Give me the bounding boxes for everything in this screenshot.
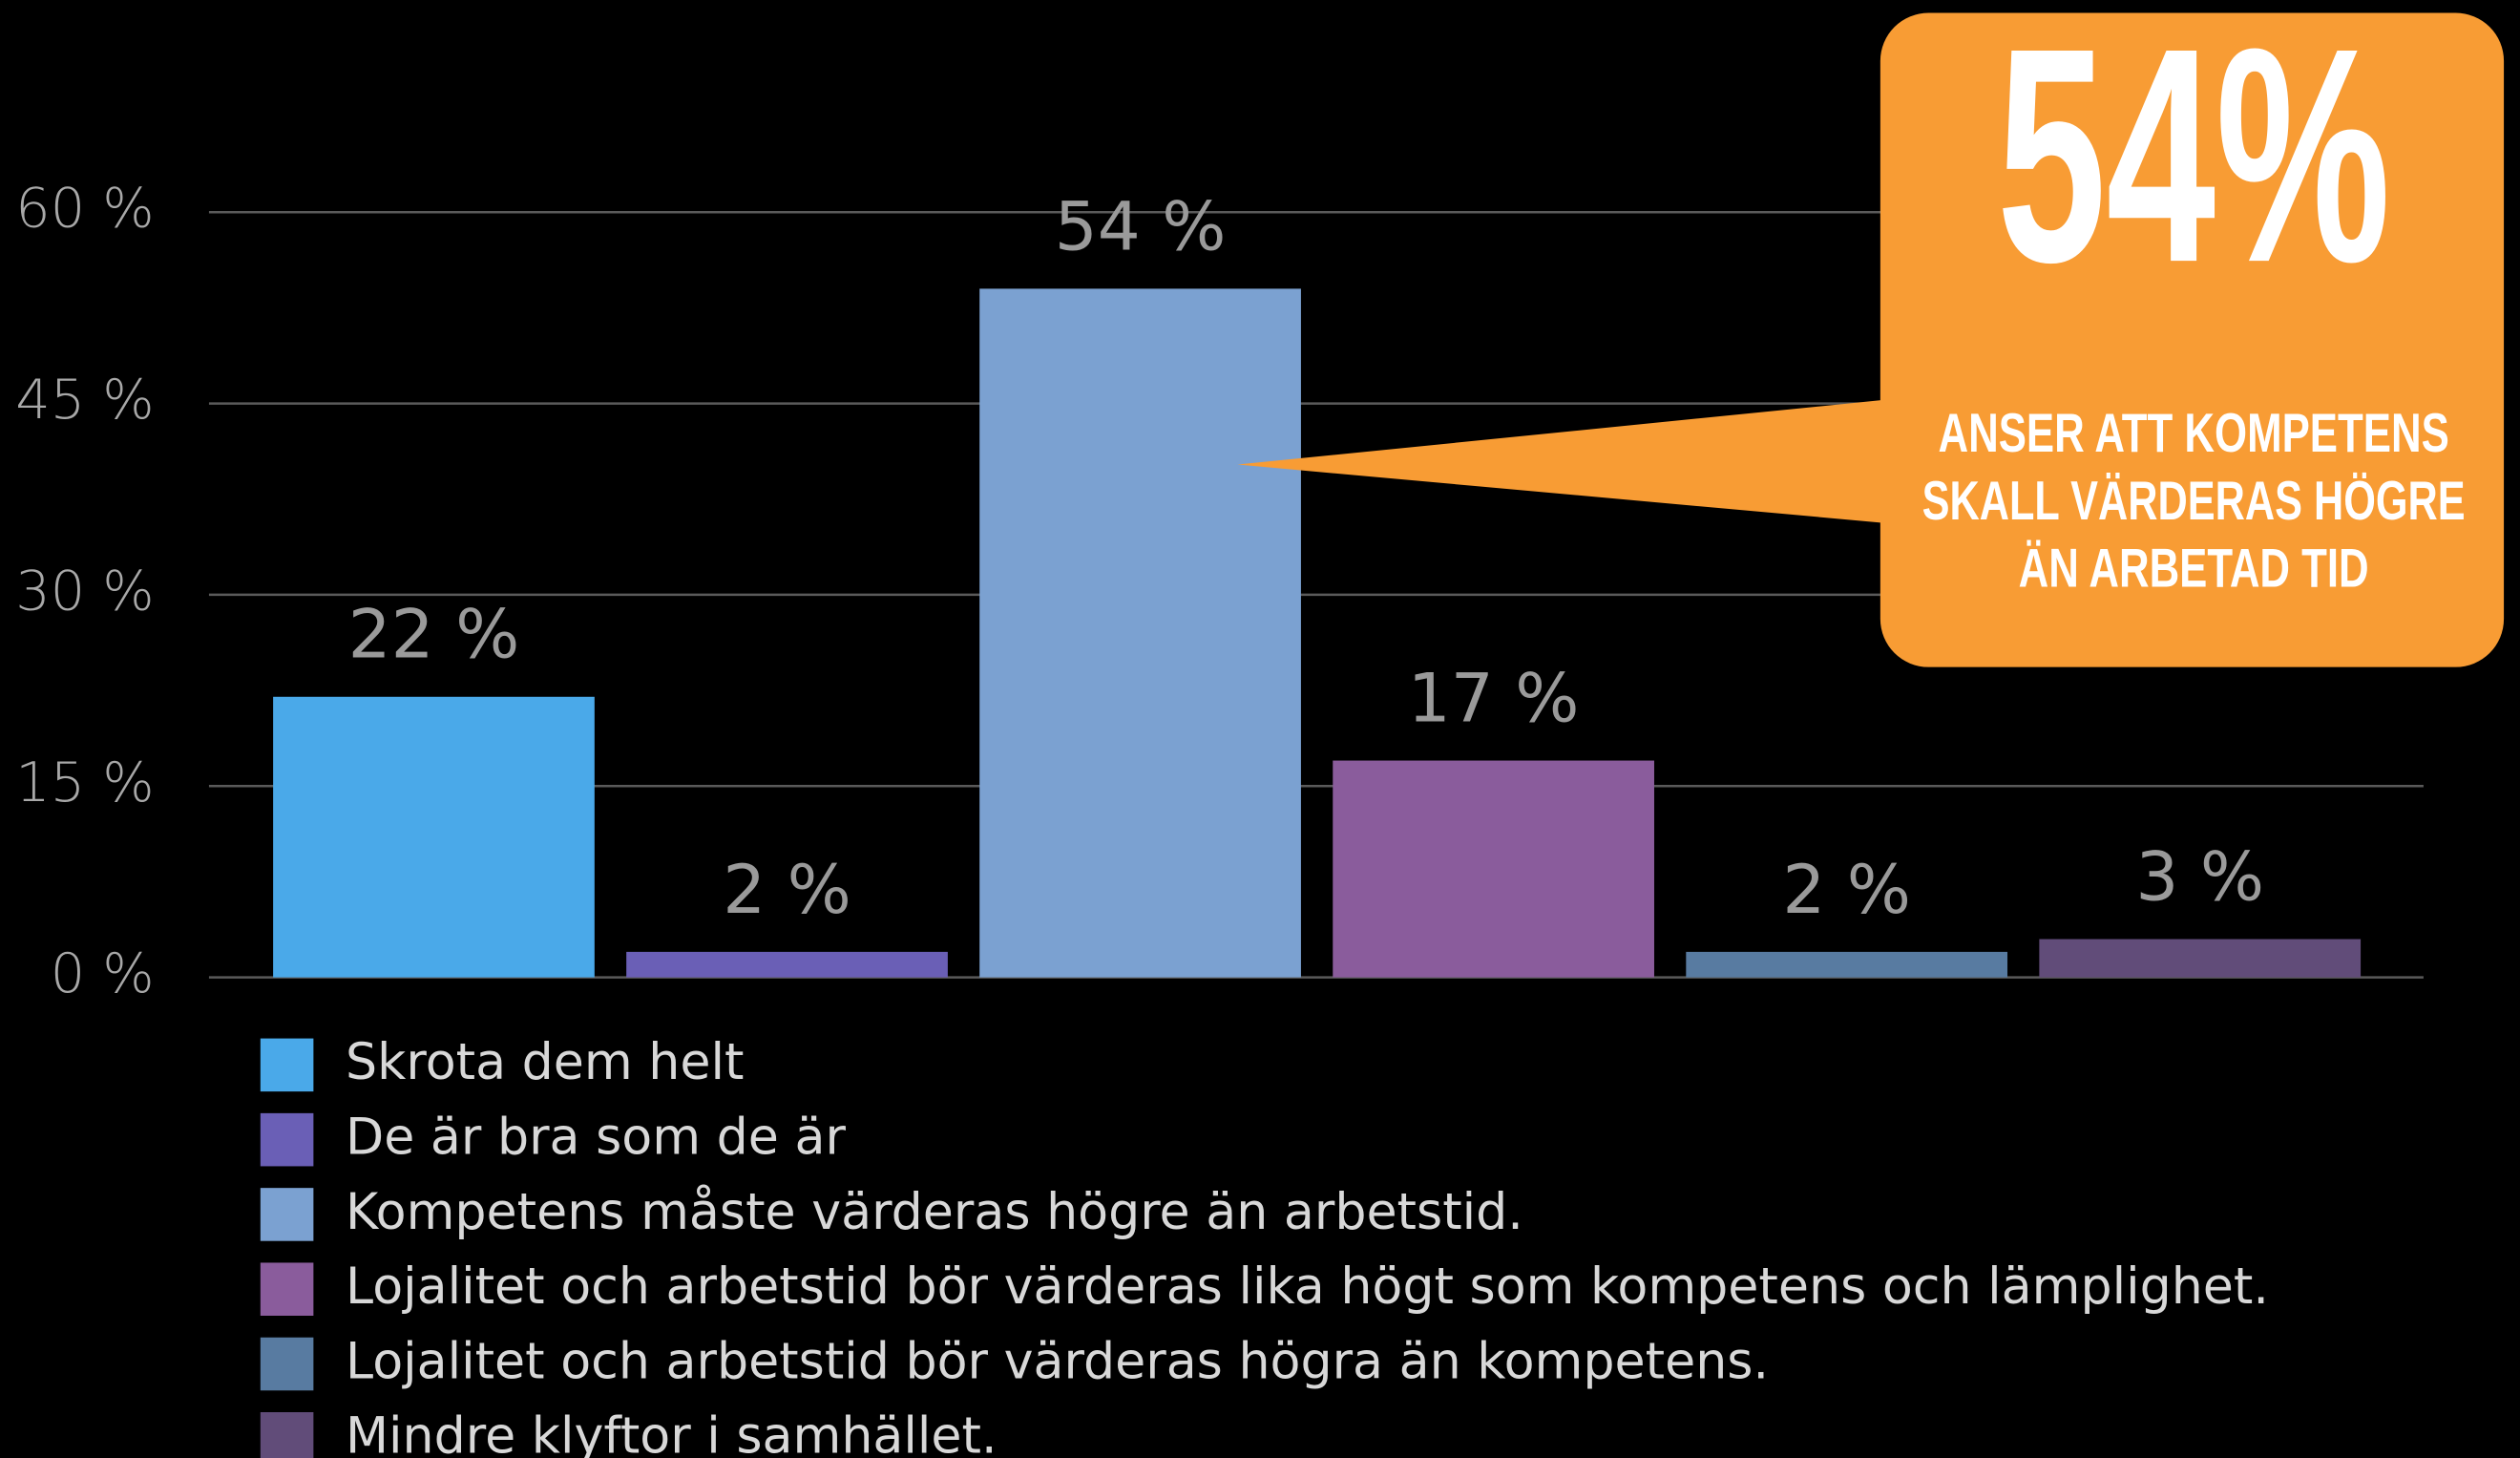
legend-label: Lojalitet och arbetstid bör värderas lik… xyxy=(346,1258,2269,1316)
callout-text: SKALL VÄRDERAS HÖGRE xyxy=(1922,471,2466,532)
legend-swatch xyxy=(260,1112,314,1167)
bar xyxy=(1333,760,1654,978)
legend-swatch xyxy=(260,1337,314,1391)
data-label: 3 % xyxy=(2135,836,2264,916)
bar xyxy=(979,288,1301,978)
y-tick-label: 15 % xyxy=(15,751,154,814)
data-label: 22 % xyxy=(348,595,520,674)
data-label: 2 % xyxy=(1782,850,1911,929)
legend-label: Mindre klyftor i samhället. xyxy=(346,1408,998,1458)
callout-pointer xyxy=(1237,398,1897,524)
legend-swatch xyxy=(260,1412,314,1458)
legend-swatch xyxy=(260,1038,314,1092)
legend-label: Kompetens måste värderas högre än arbets… xyxy=(346,1184,1523,1241)
bar xyxy=(1686,951,2008,978)
callout-text: ÄN ARBETAD TID xyxy=(2019,538,2369,599)
callout-headline: 54% xyxy=(1997,0,2390,326)
data-label: 2 % xyxy=(723,850,851,929)
bar xyxy=(273,696,595,978)
data-label: 54 % xyxy=(1055,186,1227,265)
legend-label: Skrota dem helt xyxy=(346,1034,744,1091)
legend-swatch xyxy=(260,1262,314,1317)
y-tick-label: 30 % xyxy=(15,560,154,623)
data-label: 17 % xyxy=(1408,658,1580,737)
callout-box xyxy=(1880,12,2505,667)
y-tick-label: 60 % xyxy=(15,178,154,241)
callout-text: ANSER ATT KOMPETENS xyxy=(1938,403,2448,464)
bar xyxy=(626,951,948,978)
legend-label: De är bra som de är xyxy=(346,1109,846,1166)
legend-label: Lojalitet och arbetstid bör värderas hög… xyxy=(346,1333,1769,1390)
y-tick-label: 45 % xyxy=(15,369,154,432)
y-tick-label: 0 % xyxy=(51,942,155,1005)
bar xyxy=(2039,939,2362,978)
legend-swatch xyxy=(260,1188,314,1241)
